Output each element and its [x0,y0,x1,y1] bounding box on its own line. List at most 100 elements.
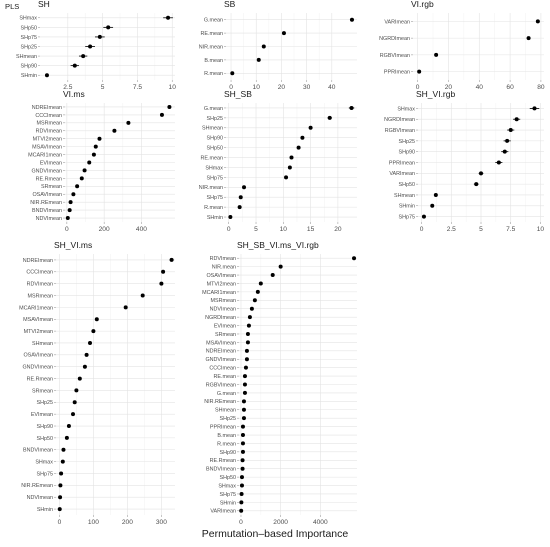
importance-point [252,298,257,303]
y-tick-label: NDREImean [206,349,236,355]
importance-point [240,424,245,429]
x-tick-label: 200 [99,226,110,233]
y-tick-label: VARImean [210,509,236,515]
y-tick-label: MSAVImean [23,317,53,323]
y-tick-label: SHp50 [399,182,415,188]
importance-point [244,348,249,353]
y-tick-label: BNDVImean [23,448,53,454]
importance-point [514,117,519,122]
x-tick-label: 30 [303,84,311,91]
importance-point [245,340,250,345]
y-tick-label: B.mean [204,58,223,64]
y-tick-label: RDVImean [27,282,53,288]
importance-point [240,458,245,463]
y-tick-label: RDVImean [36,129,62,135]
x-tick-label: 100 [88,519,99,526]
x-tick-label: 10 [169,84,177,91]
importance-point [246,323,251,328]
importance-point [300,135,305,140]
y-tick-label: SHp75 [21,35,37,41]
y-tick-label: GNDVImean [22,365,53,371]
panel-title: SH_SB [224,89,252,99]
importance-point [72,400,77,405]
importance-point [126,120,131,125]
importance-point [281,31,286,36]
importance-point [97,136,102,141]
importance-point [349,17,354,22]
importance-point [474,182,479,187]
importance-point [239,508,244,513]
importance-point [433,192,438,197]
y-tick-label: CCCImean [26,270,53,276]
y-tick-label: SHp50 [207,146,223,152]
importance-point [79,176,84,181]
y-tick-label: SRmean [32,388,53,394]
y-tick-label: EVImean [40,160,62,166]
importance-point [278,264,283,269]
y-tick-label: OSAVImean [23,353,53,359]
y-tick-label: G.mean [204,106,223,112]
y-tick-label: R.mean [204,71,223,77]
importance-point [296,145,301,150]
importance-point [65,216,70,221]
importance-point [60,459,65,464]
y-tick-label: VARImean [384,19,410,25]
y-tick-label: MTVI2mean [207,281,236,287]
panel-3: VI.ms 0 200 400 NDREImean CCCImean MSRmean RDVI… [28,89,175,233]
y-tick-label: RGBVImean [385,128,415,134]
importance-point [496,160,501,165]
panel-title: SH_SB_VI.ms_VI.rgb [237,240,319,250]
importance-point [161,269,166,274]
importance-point [241,407,246,412]
y-tick-label: SRmean [215,332,236,338]
importance-point [91,152,96,157]
y-tick-label: OSAVImean [206,273,236,279]
panel-title: SB [224,0,236,9]
panel-title: SH_VI.ms [54,240,92,250]
y-tick-label: SHmin [37,507,53,513]
y-tick-label: MTVI2mean [24,329,53,335]
importance-point [169,257,174,262]
importance-point [270,273,275,278]
importance-point [239,491,244,496]
y-tick-label: SHmin [220,500,236,506]
importance-point [237,205,242,210]
y-tick-label: MCARI1mean [19,305,53,311]
x-tick-label: 2.5 [63,84,72,91]
y-tick-label: NGRDImean [384,117,415,123]
y-tick-label: SHp75 [399,214,415,220]
x-tick-label: 200 [122,519,133,526]
y-tick-label: B.mean [217,433,236,439]
y-tick-label: SHp90 [220,450,236,456]
y-tick-label: VARImean [389,171,415,177]
y-tick-label: SHmax [205,165,223,171]
importance-point [434,52,439,57]
importance-point [88,340,92,345]
y-tick-label: SHmean [32,341,53,347]
y-tick-label: MSRmean [37,121,62,127]
y-tick-label: SHmax [397,106,415,112]
panel-2: VI.rgb 0 20 40 60 80 VARImean NGRDImean RGBVImea… [379,0,545,91]
y-tick-label: SHp25 [207,116,223,122]
y-tick-label: MCARI1mean [28,152,62,158]
y-tick-label: G.mean [204,18,223,24]
y-tick-label: CCCImean [35,113,62,119]
importance-point [241,399,246,404]
x-tick-label: 20 [278,84,286,91]
y-tick-label: OSAVImean [32,192,62,198]
y-tick-label: NGRDImean [205,315,236,321]
importance-point [352,256,357,261]
importance-point [261,44,266,49]
y-tick-label: MSAVImean [206,340,236,346]
y-tick-label: G.mean [217,391,236,397]
x-tick-label: 300 [156,519,167,526]
panel-5: SH_VI.rgb 0 2.5 5 7.5 10 SHmax NGRDImean RGBVIme… [384,89,544,233]
importance-point [256,57,261,62]
importance-point [479,171,483,176]
importance-point [258,281,263,286]
y-tick-label: SRmean [41,184,62,190]
importance-point [159,112,164,117]
x-tick-label: 5 [479,226,483,233]
x-tick-label: 80 [537,84,545,91]
